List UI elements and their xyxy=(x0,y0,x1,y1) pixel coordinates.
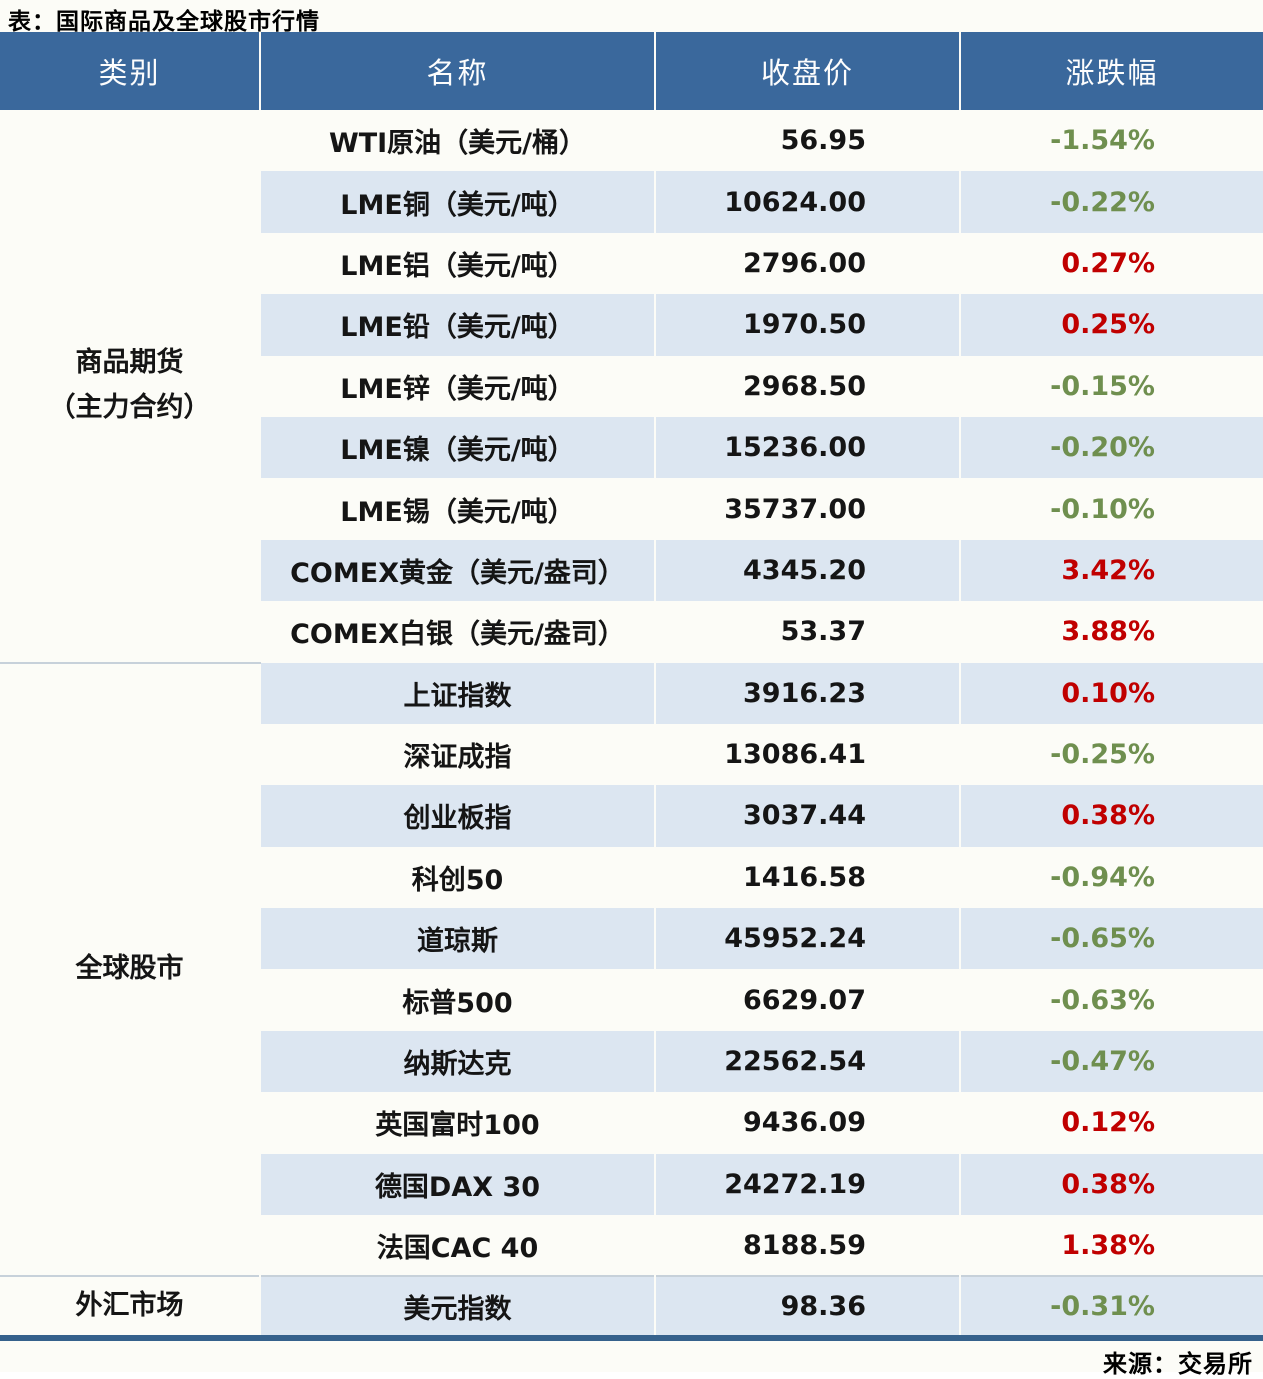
column-header-change: 涨跌幅 xyxy=(959,32,1263,110)
change-percent: 0.38% xyxy=(959,1153,1263,1216)
close-price: 1970.50 xyxy=(654,294,960,356)
table-row: 英国富时100 9436.09 0.12% xyxy=(0,1092,1263,1154)
close-price: 45952.24 xyxy=(654,908,960,970)
category-cell-commodity-futures: 商品期货 （主力合约） xyxy=(0,110,260,664)
change-percent: 3.42% xyxy=(959,539,1263,602)
table-row: 科创50 1416.58 -0.94% xyxy=(0,846,1263,909)
table-row: LME铅（美元/吨） 1970.50 0.25% xyxy=(0,294,1263,356)
category-label-line1: 商品期货 xyxy=(75,347,184,379)
instrument-name: 标普500 xyxy=(259,969,655,1031)
close-price: 56.95 xyxy=(654,110,960,172)
change-percent: -0.31% xyxy=(959,1275,1263,1338)
change-percent: -0.22% xyxy=(959,171,1263,233)
table-row: COMEX黄金（美元/盎司） 4345.20 3.42% xyxy=(0,539,1263,602)
close-price: 6629.07 xyxy=(654,969,960,1031)
market-table: 类别 名称 收盘价 涨跌幅 商品期货 （主力合约） WTI原油（美元/桶） 56… xyxy=(0,32,1263,1341)
table-row: COMEX白银（美元/盎司） 53.37 3.88% xyxy=(0,601,1263,663)
table-row: 法国CAC 40 8188.59 1.38% xyxy=(0,1215,1263,1277)
change-percent: 0.25% xyxy=(959,294,1263,356)
change-percent: -0.10% xyxy=(959,478,1263,540)
table-row: 创业板指 3037.44 0.38% xyxy=(0,785,1263,847)
instrument-name: 美元指数 xyxy=(259,1275,655,1338)
table-row: 全球股市 上证指数 3916.23 0.10% xyxy=(0,662,1263,1277)
column-header-close: 收盘价 xyxy=(654,32,960,110)
instrument-name: 深证成指 xyxy=(259,723,655,786)
instrument-name: COMEX白银（美元/盎司） xyxy=(259,601,655,663)
column-header-category: 类别 xyxy=(0,32,260,110)
instrument-name: 上证指数 xyxy=(259,662,655,724)
close-price: 4345.20 xyxy=(654,539,960,602)
header-row: 类别 名称 收盘价 涨跌幅 xyxy=(0,32,1263,110)
table-row: 外汇市场 美元指数 98.36 -0.31% xyxy=(0,1275,1263,1338)
change-percent: -0.63% xyxy=(959,969,1263,1031)
table-row: 标普500 6629.07 -0.63% xyxy=(0,969,1263,1031)
column-header-name: 名称 xyxy=(259,32,655,110)
table-header: 类别 名称 收盘价 涨跌幅 xyxy=(0,32,1263,110)
instrument-name: 创业板指 xyxy=(259,785,655,847)
instrument-name: 法国CAC 40 xyxy=(259,1215,655,1277)
change-percent: -1.54% xyxy=(959,110,1263,172)
instrument-name: LME锌（美元/吨） xyxy=(259,355,655,417)
table-row: 纳斯达克 22562.54 -0.47% xyxy=(0,1030,1263,1093)
instrument-name: 纳斯达克 xyxy=(259,1030,655,1093)
table-row: LME铝（美元/吨） 2796.00 0.27% xyxy=(0,232,1263,295)
change-percent: 0.12% xyxy=(959,1092,1263,1154)
instrument-name: WTI原油（美元/桶） xyxy=(259,110,655,172)
instrument-name: 道琼斯 xyxy=(259,908,655,970)
change-percent: -0.94% xyxy=(959,846,1263,909)
change-percent: 0.27% xyxy=(959,232,1263,295)
instrument-name: LME铜（美元/吨） xyxy=(259,171,655,233)
close-price: 8188.59 xyxy=(654,1215,960,1277)
category-cell-global-equities: 全球股市 xyxy=(0,662,260,1277)
instrument-name: LME铝（美元/吨） xyxy=(259,232,655,295)
category-cell-forex: 外汇市场 xyxy=(0,1275,260,1338)
change-percent: -0.25% xyxy=(959,723,1263,786)
change-percent: -0.15% xyxy=(959,355,1263,417)
close-price: 3037.44 xyxy=(654,785,960,847)
table-row: 德国DAX 30 24272.19 0.38% xyxy=(0,1153,1263,1216)
close-price: 53.37 xyxy=(654,601,960,663)
close-price: 35737.00 xyxy=(654,478,960,540)
close-price: 2796.00 xyxy=(654,232,960,295)
table-row: LME镍（美元/吨） 15236.00 -0.20% xyxy=(0,416,1263,479)
close-price: 13086.41 xyxy=(654,723,960,786)
close-price: 2968.50 xyxy=(654,355,960,417)
page-title: 表：国际商品及全球股市行情 xyxy=(8,9,320,35)
table-row: 商品期货 （主力合约） WTI原油（美元/桶） 56.95 -1.54% xyxy=(0,110,1263,664)
table-row: LME锡（美元/吨） 35737.00 -0.10% xyxy=(0,478,1263,540)
instrument-name: COMEX黄金（美元/盎司） xyxy=(259,539,655,602)
table-row: LME铜（美元/吨） 10624.00 -0.22% xyxy=(0,171,1263,233)
source-note: 来源：交易所 xyxy=(1103,1349,1253,1378)
change-percent: -0.20% xyxy=(959,416,1263,479)
change-percent: 0.10% xyxy=(959,662,1263,724)
change-percent: 0.38% xyxy=(959,785,1263,847)
change-percent: 1.38% xyxy=(959,1215,1263,1277)
close-price: 22562.54 xyxy=(654,1030,960,1093)
category-label-line2: （主力合约） xyxy=(48,391,211,423)
table-row: 道琼斯 45952.24 -0.65% xyxy=(0,908,1263,970)
instrument-name: LME铅（美元/吨） xyxy=(259,294,655,356)
change-percent: -0.47% xyxy=(959,1030,1263,1093)
change-percent: -0.65% xyxy=(959,908,1263,970)
instrument-name: LME锡（美元/吨） xyxy=(259,478,655,540)
close-price: 15236.00 xyxy=(654,416,960,479)
close-price: 24272.19 xyxy=(654,1153,960,1216)
close-price: 3916.23 xyxy=(654,662,960,724)
close-price: 10624.00 xyxy=(654,171,960,233)
instrument-name: 科创50 xyxy=(259,846,655,909)
close-price: 1416.58 xyxy=(654,846,960,909)
table-row: 深证成指 13086.41 -0.25% xyxy=(0,723,1263,786)
close-price: 9436.09 xyxy=(654,1092,960,1154)
table-row: LME锌（美元/吨） 2968.50 -0.15% xyxy=(0,355,1263,417)
close-price: 98.36 xyxy=(654,1275,960,1338)
instrument-name: 英国富时100 xyxy=(259,1092,655,1154)
instrument-name: 德国DAX 30 xyxy=(259,1153,655,1216)
change-percent: 3.88% xyxy=(959,601,1263,663)
instrument-name: LME镍（美元/吨） xyxy=(259,416,655,479)
